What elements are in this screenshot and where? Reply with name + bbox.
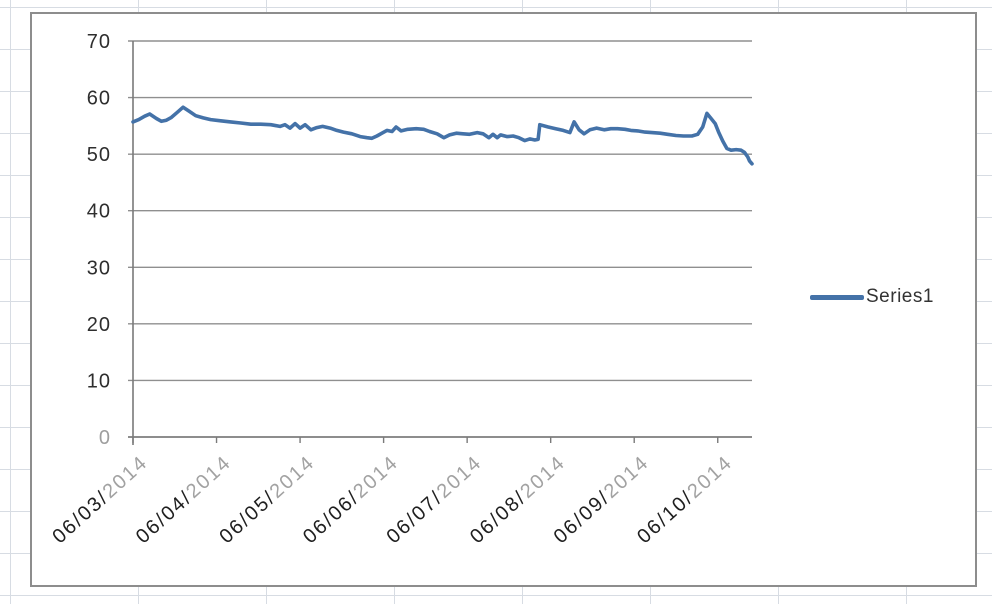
y-axis-label: 60 (87, 88, 111, 110)
legend[interactable]: Series1 (810, 284, 934, 310)
y-axis-label: 40 (87, 201, 111, 223)
y-axis-label: 70 (87, 31, 111, 53)
series1-line-swatch (810, 294, 864, 300)
legend-series1-label: Series1 (866, 286, 934, 307)
chart-object[interactable]: 70 60 50 40 30 20 10 0 06/03/2014 06/04/2014 06/05… (30, 12, 977, 587)
series1-line (131, 105, 754, 166)
y-axis-label: 10 (87, 370, 111, 392)
plot-svg: 70605040302010006/03/201406/04/201406/05… (48, 31, 754, 548)
y-axis-label: 0 (99, 427, 111, 449)
y-axis-label: 20 (87, 314, 111, 336)
y-axis-label: 50 (87, 144, 111, 166)
y-axis-label: 30 (87, 257, 111, 279)
